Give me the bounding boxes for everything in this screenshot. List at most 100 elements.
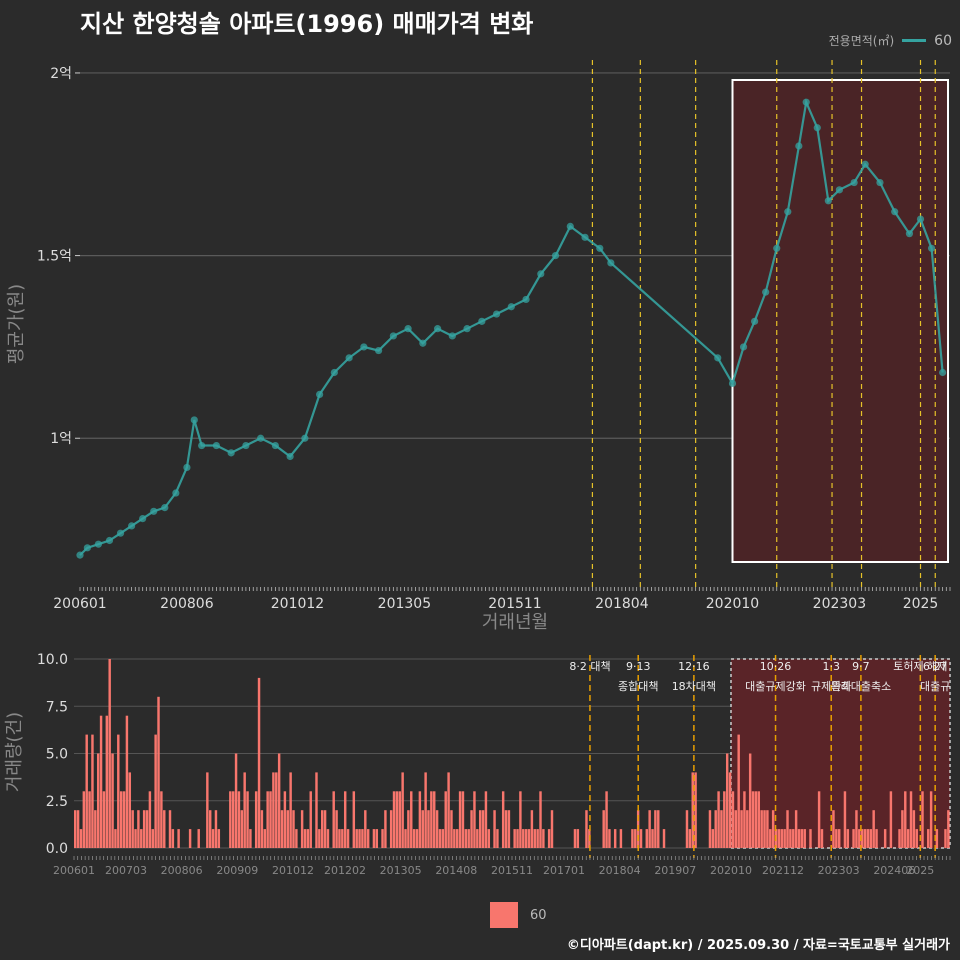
y-tick-label: 1.5억 — [37, 249, 72, 265]
volume-bar — [901, 810, 904, 848]
volume-bar — [883, 829, 887, 848]
volume-bar — [743, 791, 746, 848]
volume-bar — [272, 772, 275, 848]
volume-bar — [794, 810, 798, 848]
volume-bar — [473, 791, 476, 848]
volume-bar — [478, 810, 482, 848]
volume-bar — [694, 772, 697, 848]
volume-bar — [760, 810, 763, 848]
volume-bar — [151, 829, 154, 848]
volume-bar — [843, 791, 847, 848]
bar-y-tick-label: 2.5 — [46, 794, 68, 810]
volume-bar — [427, 810, 430, 848]
price-point — [139, 514, 147, 523]
bar-x-tick-label: 202406 — [873, 864, 915, 877]
policy-annotation: 6·27 — [923, 660, 948, 673]
volume-bar — [318, 829, 321, 848]
x-tick-label: 201012 — [271, 596, 324, 612]
bar-x-tick-label: 200703 — [105, 864, 147, 877]
bar-y-tick-label: 0.0 — [46, 841, 68, 857]
price-point — [116, 529, 125, 537]
volume-bar — [254, 791, 258, 848]
volume-bar — [513, 829, 516, 848]
volume-bar — [797, 829, 801, 848]
volume-bar — [99, 715, 103, 848]
volume-bar — [771, 810, 775, 848]
volume-bar — [639, 829, 643, 848]
volume-bar — [105, 715, 109, 848]
volume-bar — [947, 810, 950, 848]
volume-bar — [728, 772, 732, 848]
volume-bar — [685, 810, 689, 848]
volume-bar — [346, 829, 350, 848]
volume-bar — [398, 791, 401, 848]
chart-title: 지산 한양청솔 아파트(1996) 매매가격 변화 — [80, 10, 534, 38]
volume-bar — [117, 734, 120, 848]
volume-bar — [789, 829, 792, 848]
volume-bar — [651, 829, 654, 848]
volume-bar — [852, 829, 855, 848]
price-point — [492, 310, 501, 318]
volume-bar — [723, 791, 726, 848]
volume-bar — [875, 829, 878, 848]
volume-bar — [286, 810, 289, 848]
price-point — [257, 434, 265, 442]
volume-bar — [800, 829, 804, 848]
volume-bar — [725, 753, 729, 848]
price-point — [478, 317, 486, 325]
policy-annotation: 1·3 — [822, 660, 840, 673]
volume-bar — [433, 791, 436, 848]
volume-bar — [137, 810, 140, 848]
volume-bar — [481, 810, 485, 848]
volume-bar — [453, 829, 456, 848]
price-point — [433, 325, 442, 333]
price-point — [784, 208, 792, 216]
volume-bar — [550, 810, 554, 848]
volume-bar — [585, 810, 588, 848]
volume-bar — [858, 829, 861, 848]
bar-legend: 60 — [490, 902, 547, 928]
volume-bar — [927, 829, 930, 848]
price-point — [94, 540, 103, 548]
bar-y-tick-label: 5.0 — [46, 747, 68, 763]
volume-bar — [484, 791, 488, 848]
price-point — [360, 343, 368, 351]
price-point — [375, 346, 383, 355]
price-point — [242, 441, 250, 450]
volume-bar — [527, 829, 531, 848]
price-point — [76, 551, 84, 559]
volume-bar — [809, 829, 812, 848]
x-tick-label: 2025 — [903, 596, 939, 612]
y-axis-title: 평균가(원) — [6, 284, 27, 364]
source-caption: ©디아파트(dapt.kr) / 2025.09.30 / 자료=국토교통부 실… — [566, 938, 950, 953]
volume-bar — [777, 829, 781, 848]
bar-y-axis-title: 거래량(건) — [4, 712, 25, 792]
volume-bar — [237, 791, 241, 848]
volume-bar — [866, 829, 870, 848]
volume-bar — [542, 829, 545, 848]
volume-bar — [792, 829, 795, 848]
bar-x-tick-label: 2025 — [906, 864, 934, 877]
price-point — [876, 178, 884, 187]
volume-bar — [691, 772, 694, 848]
volume-bar — [392, 791, 396, 848]
volume-bar — [217, 829, 221, 848]
volume-bar — [708, 810, 712, 848]
volume-bar — [229, 791, 232, 848]
volume-bar — [757, 791, 761, 848]
bar-x-tick-label: 201907 — [654, 864, 696, 877]
bar-x-tick-label: 201408 — [435, 864, 477, 877]
price-point — [891, 208, 899, 216]
volume-bar — [171, 829, 175, 848]
volume-bar — [424, 772, 427, 848]
volume-bar — [352, 791, 356, 848]
policy-annotation: 토허제 해제 — [893, 659, 947, 673]
volume-bar — [160, 791, 163, 848]
volume-bar — [211, 829, 215, 848]
y-tick-label: 2억 — [50, 66, 72, 82]
price-point — [286, 452, 294, 461]
volume-bar — [128, 772, 132, 848]
volume-bar — [662, 829, 666, 848]
price-point — [824, 197, 832, 205]
price-point — [762, 288, 770, 296]
